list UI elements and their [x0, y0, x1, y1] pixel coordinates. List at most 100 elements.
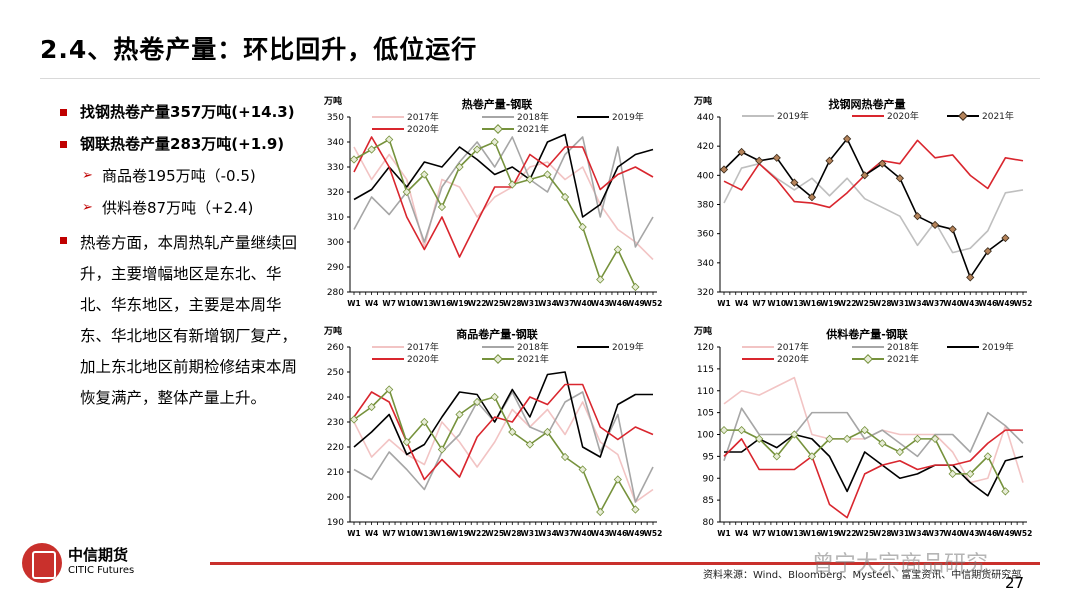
x-tick-label: W1	[347, 529, 361, 538]
data-point-2021	[737, 426, 746, 435]
bullet-list: 找钢热卷产量357万吨(+14.3) 钢联热卷产量283万吨(+1.9) ➢ 商品…	[58, 100, 303, 422]
y-tick-label: 100	[697, 431, 714, 441]
x-tick-label: W19	[450, 299, 469, 308]
footer-divider	[210, 562, 1040, 565]
x-tick-label: W52	[1014, 299, 1033, 308]
x-tick-label: W19	[450, 529, 469, 538]
data-point-2021	[473, 145, 482, 154]
data-point-2021	[473, 397, 482, 407]
data-point-2021	[913, 212, 922, 221]
x-tick-label: W43	[961, 529, 980, 538]
data-point-2021	[455, 162, 464, 172]
x-tick-label: W52	[644, 299, 663, 308]
chart-title: 找钢网热卷产量	[829, 97, 906, 111]
legend-label: 2020年	[407, 353, 439, 365]
x-tick-label: W13	[785, 529, 804, 538]
data-point-2021	[560, 192, 570, 202]
y-tick-label: 420	[697, 142, 714, 152]
data-point-2021	[895, 174, 904, 183]
x-tick-label: W40	[573, 299, 592, 308]
x-tick-label: W4	[365, 529, 379, 538]
logo-en: CITIC Futures	[68, 565, 135, 576]
x-tick-label: W7	[752, 299, 766, 308]
y-tick-label: 80	[703, 518, 715, 528]
x-tick-label: W1	[347, 299, 361, 308]
x-tick-label: W4	[365, 299, 379, 308]
series-line-2021	[353, 138, 637, 288]
series-line-2020	[723, 429, 1023, 519]
x-tick-label: W1	[717, 529, 731, 538]
arrow-icon: ➢	[82, 200, 93, 215]
y-tick-label: 260	[327, 343, 344, 353]
data-point-2021	[790, 430, 799, 439]
bullet-paragraph: 热卷方面，本周热轧产量继续回升，主要增幅地区是东北、华北、华东地区，主要是本周华…	[58, 228, 303, 414]
y-tick-label: 290	[327, 263, 344, 273]
data-point-2021	[420, 417, 429, 427]
x-tick-label: W13	[415, 529, 434, 538]
series-line-2020	[353, 136, 654, 258]
chart-title: 热卷产量-钢联	[462, 97, 533, 111]
legend-label: 2020年	[777, 353, 809, 365]
legend-marker	[493, 354, 503, 364]
data-point-2021	[613, 245, 622, 254]
data-point-2021	[948, 225, 957, 234]
x-tick-label: W40	[943, 529, 962, 538]
data-point-2021	[807, 452, 817, 461]
data-point-2021	[437, 202, 447, 212]
y-tick-label: 200	[327, 493, 344, 503]
x-tick-label: W16	[803, 299, 822, 308]
data-point-2021	[490, 137, 499, 147]
data-point-2021	[930, 220, 940, 230]
bullet-text: 供料卷87万吨（+2.4)	[102, 199, 254, 217]
y-tick-label: 340	[697, 259, 714, 269]
bullet-mysteel: 钢联热卷产量283万吨(+1.9)	[58, 132, 303, 156]
x-tick-label: W13	[785, 299, 804, 308]
data-point-2021	[525, 440, 534, 449]
data-point-2021	[719, 426, 729, 435]
y-tick-label: 250	[327, 368, 344, 378]
x-tick-label: W46	[978, 299, 997, 308]
x-tick-label: W31	[521, 299, 540, 308]
y-tick-label: 115	[697, 365, 714, 375]
data-point-2021	[543, 427, 552, 437]
x-tick-label: W43	[591, 299, 610, 308]
page-title: 2.4、热卷产量：环比回升，低位运行	[40, 35, 478, 64]
x-tick-label: W16	[433, 299, 452, 308]
legend-label: 2018年	[887, 341, 919, 353]
data-point-2021	[719, 165, 729, 174]
legend-label: 2020年	[887, 110, 919, 122]
data-point-2021	[737, 147, 746, 157]
series-line-2019	[724, 433, 1024, 497]
x-tick-label: W52	[1014, 529, 1033, 538]
x-tick-label: W31	[891, 299, 910, 308]
x-tick-label: W49	[996, 529, 1015, 538]
y-tick-label: 360	[697, 230, 714, 240]
data-point-2021	[930, 434, 940, 443]
data-point-2021	[596, 507, 605, 517]
chart-title: 供料卷产量-钢联	[825, 327, 908, 341]
chart-commodity-coil: 商品卷产量-钢联 万吨 190 200 210 220 230 240 250 260 W1 W4 W7…	[323, 325, 662, 538]
bullet-supply-coil: ➢ 供料卷87万吨（+2.4)	[58, 196, 303, 220]
data-point-2021	[860, 171, 869, 180]
data-point-2021	[843, 434, 852, 443]
data-point-2021	[983, 452, 992, 461]
x-tick-label: W10	[397, 529, 416, 538]
x-tick-label: W25	[485, 529, 504, 538]
y-tick-label: 230	[327, 418, 344, 428]
data-point-2021	[367, 402, 376, 412]
source-note: 资料来源：Wind、Bloomberg、Mysteel、富宝资讯、中信期货研究部	[703, 570, 1022, 581]
x-tick-label: W46	[608, 299, 627, 308]
data-point-2021	[402, 437, 411, 447]
x-tick-label: W34	[908, 299, 927, 308]
x-tick-label: W1	[717, 299, 731, 308]
series-line-2020	[353, 383, 654, 481]
y-tick-label: 105	[697, 409, 714, 419]
x-tick-label: W25	[855, 299, 874, 308]
x-tick-label: W49	[626, 299, 645, 308]
page-number: 27	[1005, 574, 1025, 592]
y-unit-label: 万吨	[693, 95, 712, 107]
data-point-2021	[807, 193, 817, 202]
legend-label: 2021年	[982, 110, 1014, 122]
